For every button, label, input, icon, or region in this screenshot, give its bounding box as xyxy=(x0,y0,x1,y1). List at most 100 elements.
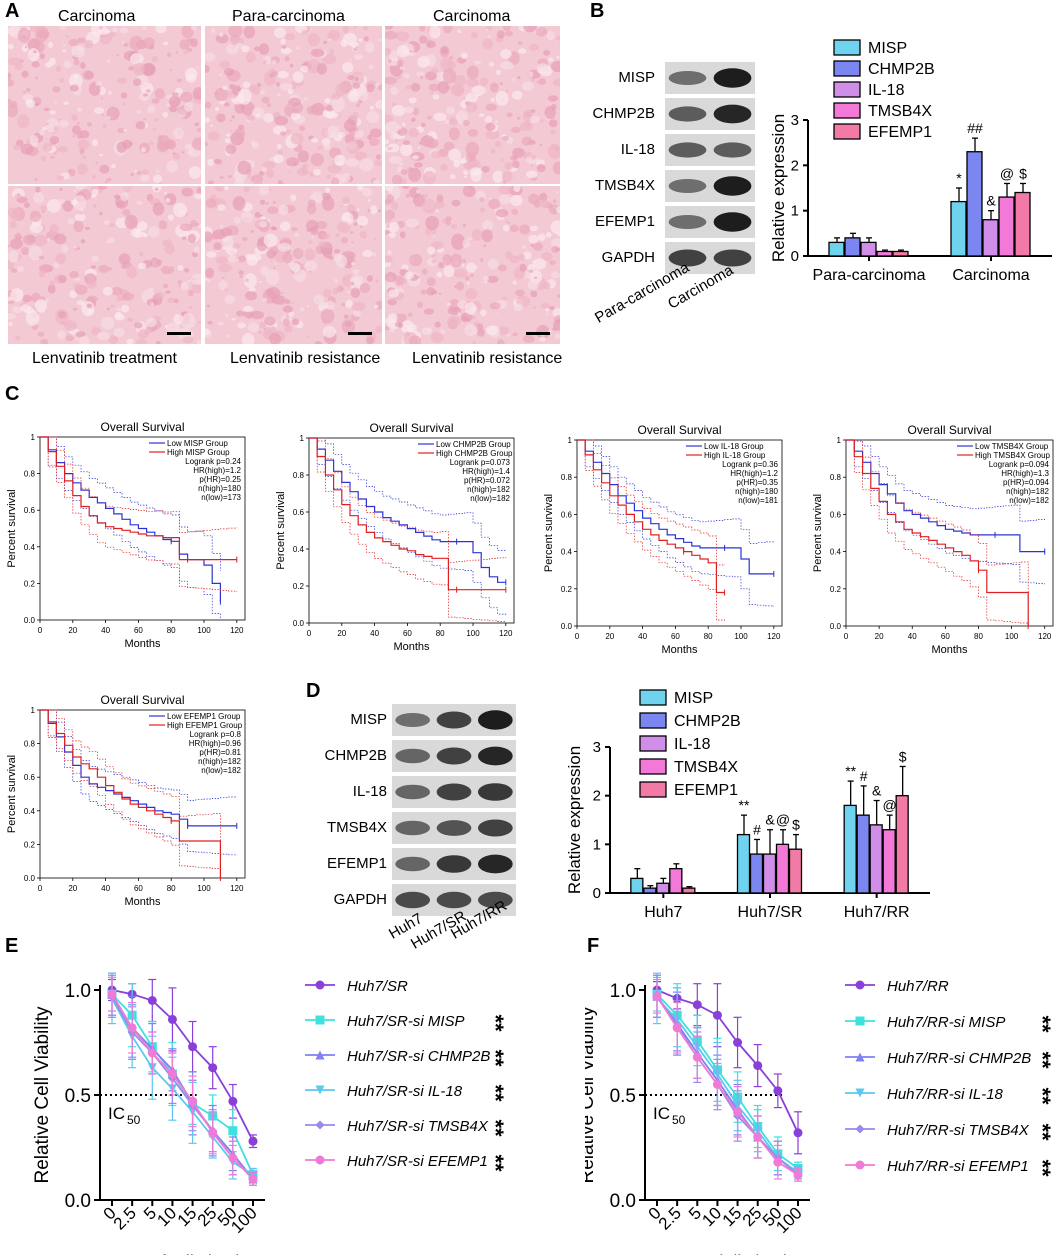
tissue-cell xyxy=(167,297,176,304)
blot-band xyxy=(668,215,707,229)
tissue-cell xyxy=(556,206,560,214)
tissue-cell xyxy=(369,128,382,139)
tissue-cell xyxy=(261,166,267,172)
blot-bands xyxy=(395,891,513,909)
tissue-cell xyxy=(16,266,25,273)
tissue-cell xyxy=(8,104,19,118)
tissue-cell xyxy=(219,176,224,179)
tissue-cell xyxy=(67,218,75,225)
tissue-cell xyxy=(428,83,440,92)
tissue-cell xyxy=(378,209,381,213)
legend-label: Low IL-18 Group xyxy=(704,442,764,451)
tissue-cell xyxy=(471,316,477,320)
tissue-cell xyxy=(86,278,97,289)
tissue-cell xyxy=(455,281,464,291)
tissue-cell xyxy=(387,299,397,306)
tissue-cell xyxy=(72,307,78,311)
tissue-cell xyxy=(164,244,175,255)
tissue-cell xyxy=(466,281,470,285)
tissue-cell xyxy=(366,83,375,93)
tissue-cell xyxy=(194,122,200,127)
tissue-cell xyxy=(462,119,470,127)
tissue-cell xyxy=(241,332,255,344)
tissue-cell xyxy=(177,264,184,271)
tissue-cell xyxy=(456,59,461,63)
significance-mark: $ xyxy=(899,748,907,764)
tissue-cell xyxy=(141,147,146,153)
tissue-cell xyxy=(33,102,40,107)
tissue-cell xyxy=(126,265,137,279)
y-tick-label: 1.0 xyxy=(610,981,636,1002)
bar xyxy=(736,833,751,894)
data-point xyxy=(855,980,865,990)
y-tick-label: 1 xyxy=(568,436,573,445)
blot-label: EFEMP1 xyxy=(326,855,387,872)
tissue-cell xyxy=(356,103,360,108)
blot-strip xyxy=(392,848,516,880)
tissue-cell xyxy=(136,170,141,176)
tissue-cell xyxy=(258,43,270,55)
significance-mark: ** xyxy=(845,763,856,779)
tissue-cell xyxy=(335,82,347,97)
tissue-cell xyxy=(500,158,504,162)
tissue-cell xyxy=(375,279,379,283)
y-tick-label: 0.2 xyxy=(24,840,36,849)
tissue-cell xyxy=(263,112,274,123)
tissue-cell xyxy=(423,308,434,315)
stat-label: n(high)=182 xyxy=(198,757,241,766)
tissue-cell xyxy=(259,89,266,95)
tissue-cell xyxy=(550,272,560,279)
tissue-cell xyxy=(272,200,276,204)
tissue-cell xyxy=(240,101,255,116)
tissue-cell xyxy=(63,60,72,69)
survival-curve xyxy=(846,439,1045,553)
blot-band xyxy=(477,819,513,837)
tissue-cell xyxy=(443,265,455,278)
tissue-cell xyxy=(353,222,358,226)
tissue-cell xyxy=(471,228,483,241)
tissue-cell xyxy=(250,310,264,320)
data-point xyxy=(188,1042,198,1052)
tissue-cell xyxy=(430,150,442,159)
tissue-cell xyxy=(431,259,437,264)
legend-label: High CHMP2B Group xyxy=(436,449,513,458)
tissue-cell xyxy=(527,279,539,290)
tissue-cell xyxy=(552,161,560,175)
x-tick-label: 0 xyxy=(844,632,849,641)
tissue-cell xyxy=(129,35,144,51)
tissue-cell xyxy=(391,174,403,184)
tissue-cell xyxy=(184,267,190,273)
tissue-cell xyxy=(59,120,69,128)
tissue-cell xyxy=(436,271,443,278)
tissue-cell xyxy=(528,234,539,244)
tissue-cell xyxy=(354,76,359,82)
tissue-cell xyxy=(501,171,513,183)
tissue-cell xyxy=(340,237,349,244)
tissue-cell xyxy=(297,150,309,163)
x-tick-label: 80 xyxy=(167,884,176,893)
tissue-cell xyxy=(213,242,222,251)
tissue-cell xyxy=(430,241,444,250)
legend-label: IL-18 xyxy=(868,82,905,99)
tissue-cell xyxy=(430,331,444,344)
tissue-cell xyxy=(390,201,399,211)
plot-title: Overall Survival xyxy=(100,693,184,707)
confidence-band xyxy=(577,439,725,621)
tissue-cell xyxy=(166,160,178,173)
tissue-cell xyxy=(59,187,63,192)
tissue-cell xyxy=(210,124,214,127)
data-point xyxy=(855,1088,865,1098)
tissue-cell xyxy=(473,321,479,327)
tissue-cell xyxy=(207,321,213,325)
tissue-cell xyxy=(509,224,519,233)
significance-mark: $ xyxy=(1019,165,1027,181)
tissue-cell xyxy=(490,97,495,102)
data-point xyxy=(315,1015,325,1025)
tissue-cell xyxy=(537,63,549,73)
x-tick-label: 120 xyxy=(230,884,244,893)
tissue-cell xyxy=(155,26,167,34)
tissue-cell xyxy=(369,105,375,111)
tissue-cell xyxy=(89,268,92,271)
significance-mark: @ xyxy=(883,797,897,813)
blot-bands xyxy=(668,68,752,88)
